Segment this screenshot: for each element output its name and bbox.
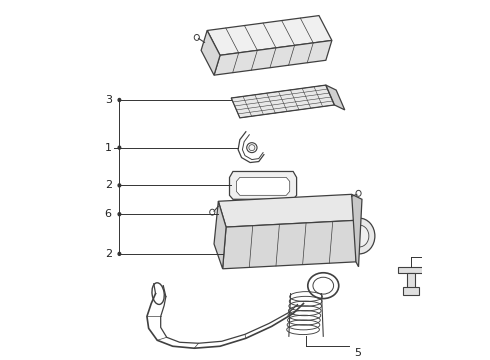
Polygon shape [231,85,335,118]
Circle shape [118,252,121,255]
Polygon shape [219,194,359,227]
Circle shape [118,99,121,102]
Text: 2: 2 [105,180,112,190]
Ellipse shape [246,143,257,153]
Text: 1: 1 [105,143,112,153]
Polygon shape [229,171,296,199]
Polygon shape [214,201,226,269]
Polygon shape [201,31,220,75]
Polygon shape [398,267,424,273]
Polygon shape [214,40,332,75]
Polygon shape [352,194,362,267]
Circle shape [118,184,121,187]
Polygon shape [407,273,416,293]
Text: 2: 2 [105,249,112,259]
Polygon shape [236,177,290,195]
Text: 4: 4 [489,259,490,269]
Polygon shape [207,15,332,55]
Polygon shape [403,287,419,294]
Circle shape [344,218,375,254]
Circle shape [350,225,369,247]
Text: 3: 3 [105,95,112,105]
Polygon shape [326,85,345,110]
Circle shape [118,213,121,216]
Circle shape [118,146,121,149]
Polygon shape [222,220,359,269]
Text: 6: 6 [105,209,112,219]
Text: 5: 5 [354,348,361,358]
